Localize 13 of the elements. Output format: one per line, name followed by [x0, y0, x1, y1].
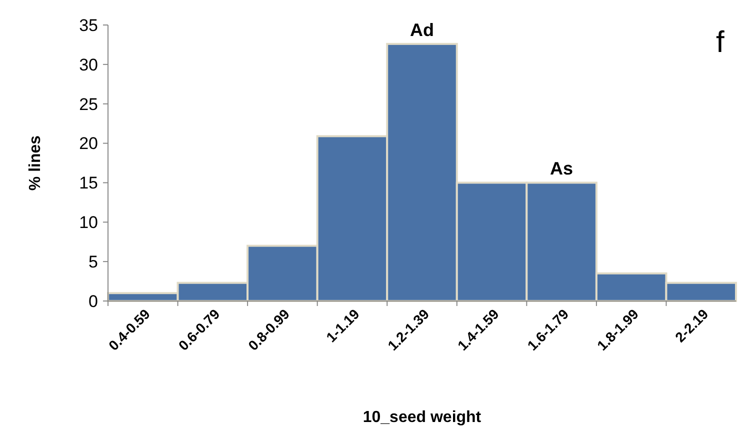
- annotation: Ad: [410, 20, 434, 40]
- y-tick-label: 25: [79, 94, 98, 114]
- y-tick-label: 15: [79, 174, 98, 193]
- x-axis-title: 10_seed weight: [362, 409, 482, 426]
- y-tick-label: 20: [79, 134, 98, 154]
- annotation: f: [716, 26, 725, 59]
- annotation: As: [550, 158, 574, 179]
- y-tick-label: 35: [79, 16, 98, 35]
- y-axis-title: % lines: [27, 135, 44, 191]
- y-tick-label: 10: [79, 213, 98, 232]
- y-tick-label: 30: [79, 55, 98, 74]
- y-tick-label: 0: [88, 292, 98, 311]
- y-tick-label: 5: [88, 252, 98, 272]
